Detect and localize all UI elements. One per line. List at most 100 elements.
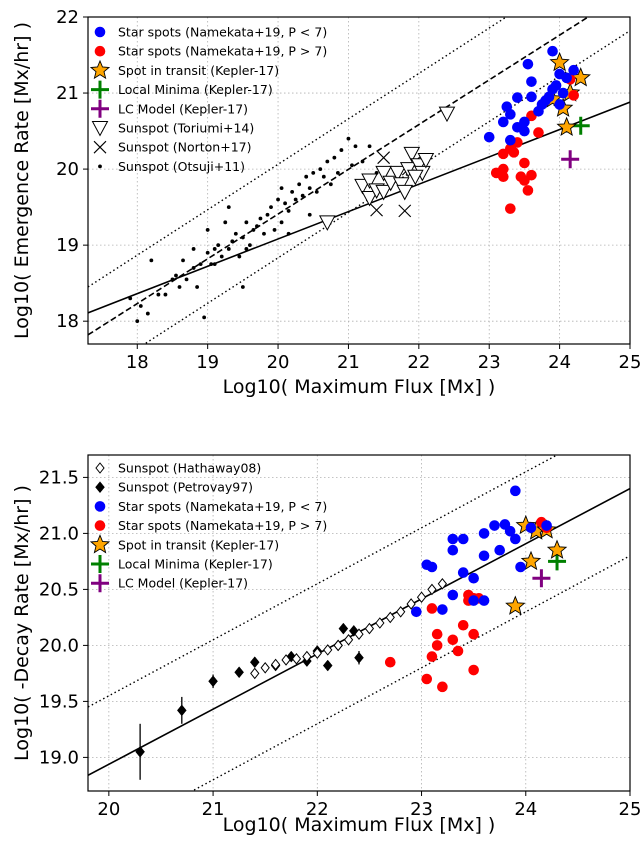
y-axis-label: Log10( -Decay Rate [Mx/hr] ): [11, 485, 33, 761]
data-point: [163, 292, 168, 297]
data-point: [568, 90, 579, 101]
data-point: [361, 190, 378, 207]
data-point: [427, 583, 437, 596]
x-tick-label: 25: [619, 799, 642, 820]
series-7: [128, 136, 379, 324]
data-point: [269, 205, 273, 210]
data-point: [247, 243, 252, 248]
data-point: [212, 247, 217, 251]
legend-label: Local Minima (Kepler-17): [118, 82, 273, 97]
data-point: [549, 51, 570, 72]
data-point: [354, 628, 364, 641]
legend-label: Star spots (Namekata+19, P > 7): [118, 518, 327, 533]
data-point: [270, 658, 281, 671]
x-tick-label: 24: [548, 352, 571, 373]
legend-label: Star spots (Namekata+19, P < 7): [118, 499, 327, 514]
legend-marker: [91, 80, 109, 99]
data-point: [354, 651, 364, 664]
data-point: [250, 667, 260, 680]
data-point: [519, 116, 530, 128]
data-point: [307, 186, 312, 191]
data-point: [138, 304, 143, 308]
data-point: [431, 640, 443, 651]
legend-label: Sunspot (Norton+17): [118, 140, 252, 155]
legend-label: Star spots (Namekata+19, P < 7): [118, 25, 327, 40]
data-point: [339, 148, 344, 152]
legend-item: Spot in transit (Kepler-17): [89, 59, 279, 80]
legend-marker: [94, 45, 106, 57]
data-point: [556, 116, 577, 136]
data-point: [468, 664, 479, 676]
x-axis-label: Log10( Maximum Flux [Mx] ): [223, 376, 496, 398]
legend-marker: [91, 99, 109, 118]
data-point: [494, 544, 506, 556]
plot-area: [88, 455, 630, 791]
data-point: [314, 190, 319, 194]
legend-marker: [94, 501, 106, 512]
data-point: [447, 589, 459, 601]
data-point: [240, 285, 245, 289]
legend-marker: [95, 481, 105, 494]
y-tick-label: 20.0: [39, 635, 79, 656]
x-tick-label: 24: [514, 799, 537, 820]
legend-label: Spot in transit (Kepler-17): [118, 537, 279, 552]
y-tick-label: 20.5: [39, 579, 79, 600]
data-point: [426, 651, 438, 662]
data-point: [216, 243, 221, 248]
fit-line-dotted: [190, 555, 630, 791]
y-tick-label: 22: [56, 7, 79, 28]
legend-label: Sunspot (Hathaway08): [118, 461, 261, 476]
data-point: [290, 190, 295, 194]
data-point: [417, 152, 435, 169]
data-point: [291, 653, 302, 665]
data-point: [437, 681, 448, 693]
data-point: [307, 212, 312, 217]
data-point: [396, 605, 406, 618]
data-point: [279, 186, 284, 191]
series-4: [561, 150, 580, 169]
data-point: [478, 595, 490, 606]
data-point: [128, 296, 133, 301]
data-point: [209, 262, 214, 267]
data-point: [416, 591, 427, 604]
data-point: [226, 247, 231, 251]
data-point: [176, 704, 187, 717]
legend-marker: [95, 462, 105, 474]
y-tick-label: 21: [56, 83, 79, 104]
series-2: [411, 485, 552, 618]
data-point: [191, 247, 196, 251]
data-point: [335, 170, 340, 175]
legend-label: Star spots (Namekata+19, P > 7): [118, 44, 327, 59]
data-point: [297, 182, 302, 187]
data-point: [478, 528, 490, 539]
legend-item: Sunspot (Otsuji+11): [98, 159, 245, 174]
legend-marker: [98, 164, 102, 169]
data-point: [145, 311, 150, 316]
legend-item: Star spots (Namekata+19, P < 7): [94, 25, 327, 40]
data-point: [468, 595, 479, 606]
data-point: [396, 184, 414, 201]
data-point: [557, 87, 569, 99]
data-point: [447, 634, 459, 646]
data-point: [325, 159, 330, 164]
data-point: [276, 197, 280, 202]
x-tick-label: 21: [202, 799, 225, 820]
data-point: [156, 292, 161, 297]
chart-panel-1: 18 19 20 21 22 23 24 25 18 19 20 21 22 Log10( Maximum…: [11, 7, 641, 398]
series-0: [483, 45, 579, 146]
data-point: [519, 125, 530, 137]
data-point: [304, 174, 309, 179]
data-point: [561, 150, 580, 169]
data-point: [384, 656, 396, 668]
data-point: [181, 258, 185, 263]
data-point: [237, 254, 242, 259]
data-point: [548, 552, 567, 571]
legend-item: Star spots (Namekata+19, P < 7): [94, 499, 327, 514]
data-point: [532, 569, 551, 588]
x-tick-label: 23: [478, 352, 501, 373]
plot-area: [88, 17, 630, 344]
data-point: [547, 45, 558, 57]
data-point: [398, 204, 412, 218]
data-point: [184, 277, 189, 282]
